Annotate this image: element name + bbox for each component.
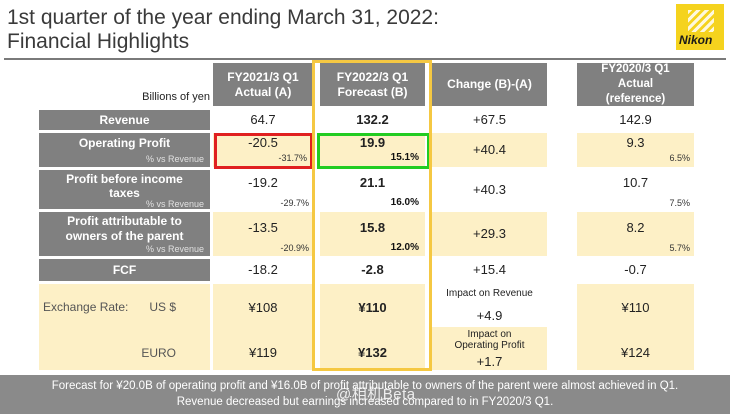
op-profit-fy2021: -20.5 bbox=[248, 135, 278, 150]
op-profit-fy2022: 19.9 bbox=[359, 135, 386, 150]
label-operating-profit: Operating Profit % vs Revenue bbox=[39, 133, 210, 167]
footer-line-1: Forecast for ¥20.0B of operating profit … bbox=[51, 380, 679, 392]
unit-label: Billions of yen bbox=[142, 91, 210, 103]
currency-euro: EURO bbox=[141, 346, 176, 360]
pbt-change: +40.3 bbox=[473, 182, 506, 197]
watermark: @相机Beta bbox=[336, 386, 416, 403]
impact-revenue-value: +4.9 bbox=[476, 308, 503, 323]
owners-fy2020-pct: 5.7% bbox=[669, 243, 690, 253]
owners-fy2022: 15.8 bbox=[359, 220, 386, 235]
footer-note: Forecast for ¥20.0B of operating profit … bbox=[0, 375, 730, 414]
currency-usd: US $ bbox=[149, 300, 176, 314]
fcf-change: +15.4 bbox=[473, 262, 506, 277]
fx-fy2020-cell: ¥110 ¥124 bbox=[577, 284, 694, 370]
owners-fy2021-pct: -20.9% bbox=[280, 243, 309, 253]
fx-euro-fy2020: ¥124 bbox=[621, 345, 650, 360]
page-title: 1st quarter of the year ending March 31,… bbox=[7, 6, 439, 54]
fx-euro-fy2022: ¥132 bbox=[358, 345, 387, 360]
op-profit-fy2021-cell: -20.5 -31.7% bbox=[213, 133, 313, 167]
exchange-rate-label: Exchange Rate: bbox=[43, 300, 129, 314]
fcf-fy2021: -18.2 bbox=[248, 262, 278, 277]
impact-op-profit-label: Impact on Operating Profit bbox=[454, 329, 525, 351]
title-line-2: Financial Highlights bbox=[7, 30, 190, 53]
fx-usd-change-cell: Impact on Revenue +4.9 bbox=[432, 284, 547, 327]
owners-fy2020: 8.2 bbox=[626, 220, 645, 235]
label-profit-owners: Profit attributable to owners of the par… bbox=[39, 212, 210, 256]
op-profit-sub-label: % vs Revenue bbox=[145, 154, 204, 164]
owners-fy2021-cell: -13.5 -20.9% bbox=[213, 212, 313, 256]
owners-label-text: Profit attributable to owners of the par… bbox=[65, 214, 184, 243]
pbt-sub-label: % vs Revenue bbox=[145, 199, 204, 209]
label-revenue: Revenue bbox=[39, 110, 210, 130]
logo-text: Nikon bbox=[679, 33, 713, 47]
revenue-change: +67.5 bbox=[473, 112, 506, 127]
op-profit-fy2022-pct: 15.1% bbox=[390, 152, 419, 163]
red-highlight-box bbox=[214, 133, 313, 169]
title-line-1: 1st quarter of the year ending March 31,… bbox=[7, 6, 439, 29]
nikon-logo: Nikon bbox=[676, 4, 724, 50]
op-profit-fy2020: 9.3 bbox=[626, 135, 645, 150]
op-profit-fy2022-cell: 19.9 15.1% bbox=[320, 133, 425, 167]
fx-euro-fy2021: ¥119 bbox=[249, 345, 277, 360]
pbt-fy2021: -19.2 bbox=[248, 175, 278, 190]
owners-fy2022-cell: 15.8 12.0% bbox=[320, 212, 425, 256]
op-profit-fy2021-pct: -31.7% bbox=[278, 153, 307, 163]
owners-fy2022-pct: 12.0% bbox=[390, 242, 419, 253]
owners-change: +29.3 bbox=[432, 212, 547, 256]
pbt-fy2022-cell: 21.1 16.0% bbox=[320, 170, 425, 209]
revenue-fy2022: 132.2 bbox=[356, 112, 389, 127]
logo-stripes-icon bbox=[688, 10, 714, 32]
fx-fy2022-cell: ¥110 ¥132 bbox=[320, 284, 425, 370]
pbt-fy2020-cell: 10.7 7.5% bbox=[577, 170, 694, 209]
header-change: Change (B)-(A) bbox=[432, 63, 547, 106]
owners-fy2020-cell: 8.2 5.7% bbox=[577, 212, 694, 256]
pbt-fy2020-pct: 7.5% bbox=[669, 198, 690, 208]
fx-usd-fy2020: ¥110 bbox=[621, 300, 650, 315]
fx-fy2021-cell: ¥108 ¥119 bbox=[213, 284, 313, 370]
revenue-fy2020: 142.9 bbox=[619, 112, 652, 127]
header-fy2021: FY2021/3 Q1 Actual (A) bbox=[213, 63, 313, 106]
owners-fy2021: -13.5 bbox=[248, 220, 278, 235]
impact-revenue-label: Impact on Revenue bbox=[446, 288, 533, 299]
header-fy2020: FY2020/3 Q1 Actual (reference) bbox=[577, 63, 694, 106]
pbt-fy2022-pct: 16.0% bbox=[390, 197, 419, 208]
impact-op-profit-value: +1.7 bbox=[476, 354, 503, 369]
fcf-fy2020: -0.7 bbox=[624, 262, 647, 277]
fx-usd-fy2021: ¥108 bbox=[248, 300, 278, 315]
pbt-fy2021-cell: -19.2 -29.7% bbox=[213, 170, 313, 209]
pbt-fy2020: 10.7 bbox=[622, 175, 649, 190]
fcf-fy2022: -2.8 bbox=[361, 262, 384, 277]
op-profit-fy2020-cell: 9.3 6.5% bbox=[577, 133, 694, 167]
title-rule bbox=[4, 58, 726, 60]
yellow-highlight-box bbox=[312, 60, 432, 371]
green-highlight-box bbox=[317, 133, 430, 169]
op-profit-change: +40.4 bbox=[432, 133, 547, 167]
owners-sub-label: % vs Revenue bbox=[145, 244, 204, 254]
fx-usd-fy2022: ¥110 bbox=[358, 300, 387, 315]
pbt-fy2021-pct: -29.7% bbox=[280, 198, 309, 208]
op-profit-fy2020-pct: 6.5% bbox=[669, 153, 690, 163]
label-profit-before-tax: Profit before income taxes % vs Revenue bbox=[39, 170, 210, 209]
fx-euro-change-cell: Impact on Operating Profit +1.7 bbox=[432, 327, 547, 370]
revenue-fy2021: 64.7 bbox=[250, 112, 276, 127]
footer-line-2: Revenue decreased but earnings increased… bbox=[176, 396, 554, 408]
pbt-label-text: Profit before income taxes bbox=[66, 172, 183, 200]
header-fy2022: FY2022/3 Q1 Forecast (B) bbox=[320, 63, 425, 106]
op-profit-label-text: Operating Profit bbox=[78, 136, 171, 150]
pbt-fy2022: 21.1 bbox=[359, 175, 386, 190]
exchange-rate-label-cell: Exchange Rate: US $ EURO bbox=[39, 284, 210, 370]
label-fcf: FCF bbox=[39, 259, 210, 281]
